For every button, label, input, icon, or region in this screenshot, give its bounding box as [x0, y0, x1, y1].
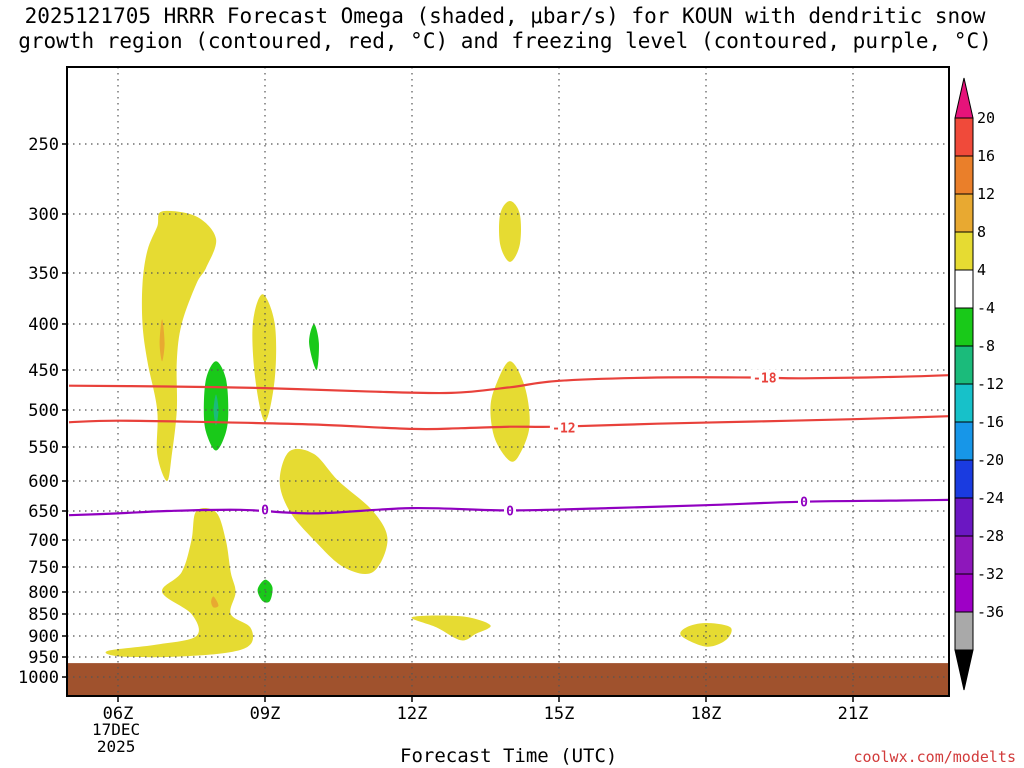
y-tick-label-900: 900: [28, 627, 59, 647]
x-tick-label-18Z: 18Z: [691, 704, 722, 724]
colorbar-swatch-9: [954, 459, 974, 499]
date-label: 17DEC 2025: [92, 721, 140, 755]
colorbar-label-3: 8: [977, 223, 986, 241]
contour-freezing-level-0: [68, 498, 949, 517]
shaded-omega-pos-18z-low: [680, 623, 732, 647]
shaded-omega-pos-upper-15z: [499, 200, 521, 262]
colorbar-swatch-6: [954, 345, 974, 385]
colorbar-label-8: -16: [977, 413, 1004, 431]
shaded-omega-pos-mid-thin: [252, 294, 277, 422]
colorbar-top-arrow: [954, 77, 974, 119]
colorbar-swatch-4: [954, 269, 974, 309]
colorbar-label-6: -8: [977, 337, 995, 355]
colorbar-swatch-10: [954, 497, 974, 537]
colorbar-swatch-0: [954, 117, 974, 157]
colorbar: 20 16 12 8 4 -4 -8 -12 -16 -20 -24 -28 -32 -36: [954, 77, 1004, 691]
chart-title-line2: growth region (contoured, red, °C) and f…: [18, 29, 992, 53]
y-tick-label-750: 750: [28, 558, 59, 578]
colorbar-swatch-7: [954, 383, 974, 423]
shaded-omega-neg-lower: [257, 579, 273, 603]
shaded-omega-pos-upper-left: [141, 210, 217, 481]
contour-label-freezing-level-0-2: 0: [800, 496, 808, 511]
date-label-year: 2025: [96, 737, 136, 756]
contour-dgz-minus-12: [68, 415, 949, 431]
shaded-omega-pos-12z-low: [411, 615, 491, 641]
shaded-omega-pos-right-edge: [985, 629, 999, 653]
colorbar-swatch-2: [954, 193, 974, 233]
contour-label-bg-freezing-level-0-2: [798, 493, 810, 509]
y-tick-label-450: 450: [28, 361, 59, 381]
plot-frame: [66, 66, 950, 697]
ground-fill: [67, 663, 949, 696]
y-tick-label-800: 800: [28, 583, 59, 603]
y-tick-label-500: 500: [28, 401, 59, 421]
plot-area: -18 -12 0 0 0: [67, 67, 999, 696]
shaded-omega-pos-strong-upper-left: [159, 319, 165, 362]
colorbar-label-10: -24: [977, 489, 1004, 507]
x-tick-label-12Z: 12Z: [397, 704, 428, 724]
colorbar-swatch-12: [954, 573, 974, 613]
date-label-day: 17DEC: [92, 720, 141, 739]
colorbar-label-1: 16: [977, 147, 995, 165]
y-tick-label-400: 400: [28, 315, 59, 335]
y-tick-label-1000: 1000: [18, 668, 59, 688]
y-tick-label-600: 600: [28, 472, 59, 492]
contour-label-freezing-level-0-1: 0: [506, 504, 514, 519]
colorbar-label-7: -12: [977, 375, 1004, 393]
contour-label-bg-freezing-level-0-0: [259, 501, 271, 517]
y-tick-label-300: 300: [28, 205, 59, 225]
chart-title: 2025121705 HRRR Forecast Omega (shaded, …: [0, 4, 1010, 54]
shaded-omega-neg-tiny: [309, 324, 319, 370]
y-tick-label-850: 850: [28, 605, 59, 625]
colorbar-swatch-3: [954, 231, 974, 271]
contour-label-bg-dgz-minus-12-0: [549, 419, 578, 435]
colorbar-label-2: 12: [977, 185, 995, 203]
x-tick-label-21Z: 21Z: [838, 704, 869, 724]
y-tick-label-250: 250: [28, 135, 59, 155]
colorbar-label-0: 20: [977, 109, 995, 127]
shaded-omega-pos-strong-lower: [211, 596, 219, 608]
y-tick-label-950: 950: [28, 648, 59, 668]
colorbar-swatch-1: [954, 155, 974, 195]
x-tick-label-15Z: 15Z: [544, 704, 575, 724]
colorbar-bottom-arrow: [954, 649, 974, 691]
x-tick-label-09Z: 09Z: [250, 704, 281, 724]
x-axis-label: Forecast Time (UTC): [400, 745, 618, 767]
y-tick-label-550: 550: [28, 438, 59, 458]
colorbar-label-11: -28: [977, 527, 1004, 545]
x-tick-label-06Z: 06Z: [103, 704, 134, 724]
contour-dgz-minus-18: [68, 374, 949, 395]
credit-link[interactable]: coolwx.com/modelts: [853, 748, 1016, 766]
colorbar-swatch-5: [954, 307, 974, 347]
shaded-omega-pos-central: [279, 448, 388, 575]
contour-label-bg-dgz-minus-18-0: [750, 369, 779, 385]
colorbar-label-12: -32: [977, 565, 1004, 583]
colorbar-swatch-8: [954, 421, 974, 461]
y-tick-label-350: 350: [28, 264, 59, 284]
shaded-omega-pos-lower-left: [105, 508, 254, 658]
contour-label-bg-freezing-level-0-1: [504, 502, 516, 518]
contour-label-freezing-level-0-0: 0: [261, 503, 269, 518]
chart-title-line1: 2025121705 HRRR Forecast Omega (shaded, …: [24, 4, 986, 28]
shaded-omega-neg-strong-left: [213, 394, 219, 426]
colorbar-label-9: -20: [977, 451, 1004, 469]
colorbar-label-5: -4: [977, 299, 995, 317]
colorbar-swatch-11: [954, 535, 974, 575]
y-tick-label-650: 650: [28, 502, 59, 522]
contour-label-dgz-minus-12-0: -12: [552, 421, 575, 436]
colorbar-label-13: -36: [977, 603, 1004, 621]
colorbar-label-4: 4: [977, 261, 986, 279]
y-tick-label-700: 700: [28, 531, 59, 551]
contour-label-dgz-minus-18-0: -18: [753, 372, 777, 387]
colorbar-swatch-13: [954, 611, 974, 651]
